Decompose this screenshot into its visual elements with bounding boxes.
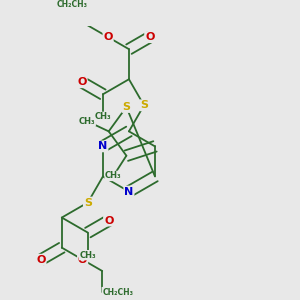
- Text: S: S: [84, 197, 92, 208]
- Text: CH₃: CH₃: [79, 117, 95, 126]
- Text: S: S: [122, 102, 130, 112]
- Text: O: O: [103, 32, 113, 42]
- Text: N: N: [124, 187, 134, 196]
- Text: O: O: [145, 32, 154, 42]
- Text: O: O: [104, 216, 113, 226]
- Text: CH₃: CH₃: [80, 251, 96, 260]
- Text: CH₃: CH₃: [105, 171, 122, 180]
- Text: CH₂CH₃: CH₂CH₃: [102, 287, 133, 296]
- Text: O: O: [36, 255, 46, 265]
- Text: S: S: [140, 100, 148, 110]
- Text: O: O: [78, 255, 87, 265]
- Text: O: O: [77, 77, 87, 87]
- Text: CH₃: CH₃: [94, 112, 111, 122]
- Text: CH₂CH₃: CH₂CH₃: [56, 0, 87, 8]
- Text: N: N: [98, 141, 107, 152]
